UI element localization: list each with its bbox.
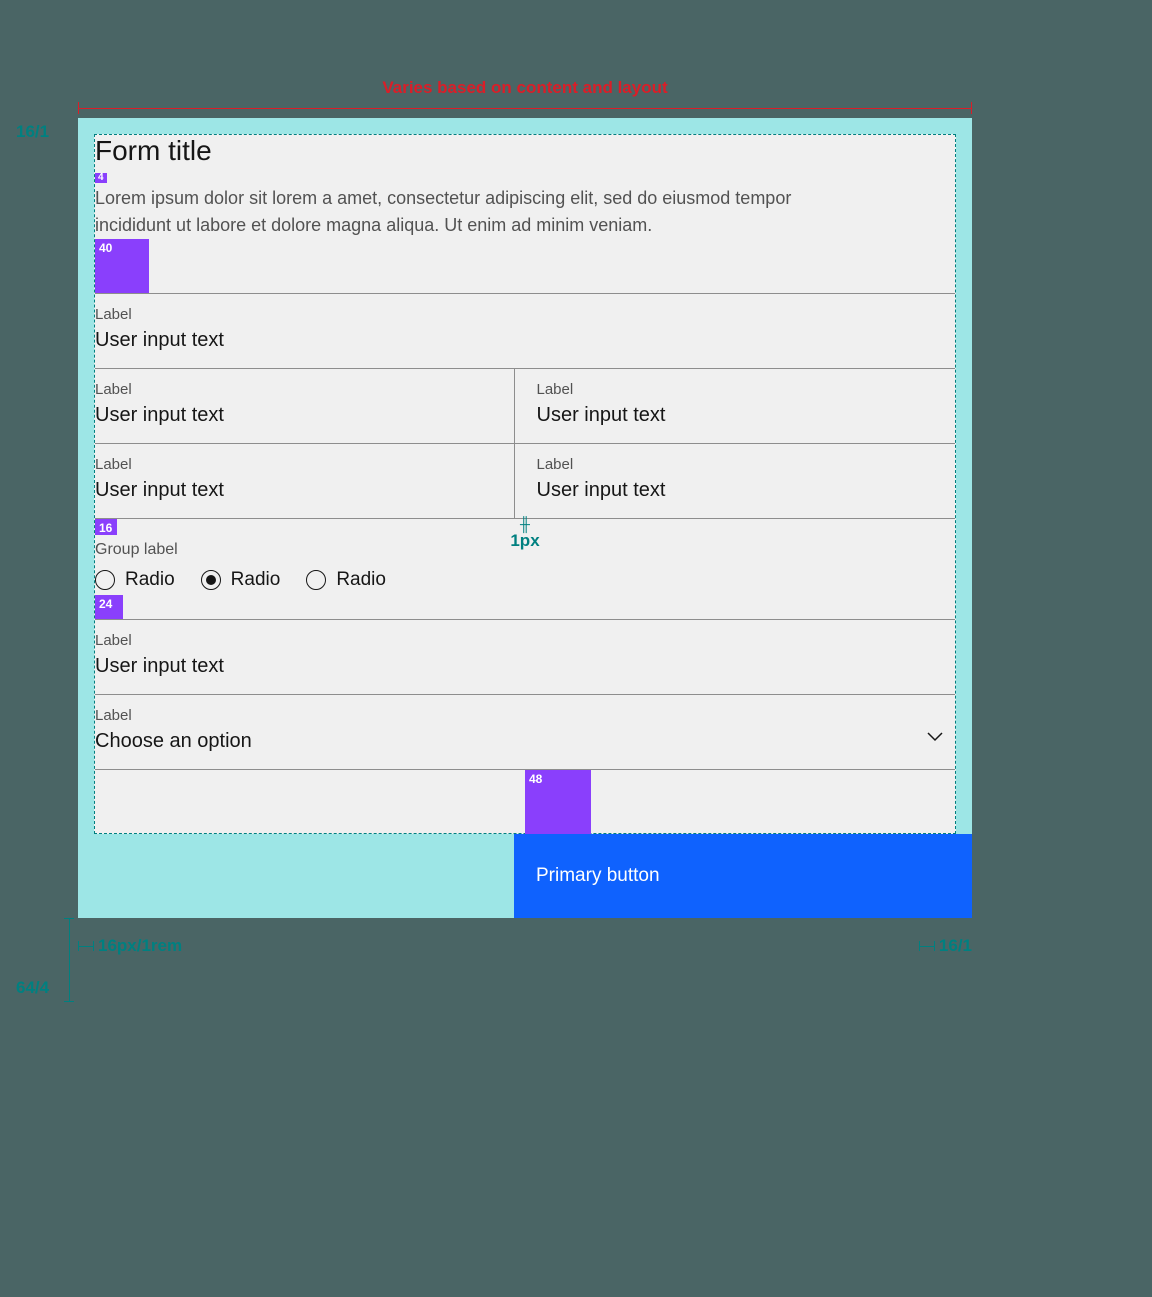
radio-option-1[interactable]: Radio: [95, 569, 175, 591]
width-annotation: Varies based on content and layout: [78, 78, 972, 98]
field-row-1: Label User input text: [95, 293, 955, 368]
form-outer-padding: Form title 4 Lorem ipsum dolor sit lorem…: [78, 118, 972, 918]
spacer-16: 16: [95, 519, 117, 535]
spacer-4: 4: [95, 173, 107, 183]
primary-button[interactable]: Primary button: [514, 834, 972, 918]
button-row-spacer: [78, 834, 514, 918]
spacer-48: 48: [525, 770, 591, 834]
field-label: Label: [95, 456, 498, 473]
spacer-48-label: 48: [529, 772, 542, 786]
padding-right-value: 16/1: [939, 936, 972, 956]
button-height-bracket: [64, 918, 74, 1002]
radio-group: 16 ╫ 1px Group label Radio Radio: [95, 518, 955, 619]
field-label: Label: [95, 381, 498, 398]
spacer-40-label: 40: [99, 241, 112, 255]
pre-button-spacer-row: 48: [95, 769, 955, 833]
radio-icon: [201, 570, 221, 590]
padding-left-annotation: 16px/1rem: [78, 936, 182, 956]
form-title: Form title: [95, 135, 955, 167]
radio-options: Radio Radio Radio: [95, 559, 955, 595]
field-label: Label: [95, 306, 939, 323]
padding-right-annotation: 16/1: [919, 936, 972, 956]
field-label: Label: [537, 381, 940, 398]
form-description: Lorem ipsum dolor sit lorem a amet, cons…: [95, 185, 815, 239]
spacer-40: 40: [95, 239, 149, 293]
hash-icon: ╫: [510, 517, 539, 531]
spacer-24: 24: [95, 595, 123, 619]
text-input[interactable]: User input text: [537, 404, 940, 427]
field-label: Label: [95, 707, 939, 724]
width-bracket: [78, 102, 972, 114]
field-row-3: Label User input text Label User input t…: [95, 443, 955, 518]
padding-left-value: 16px/1rem: [98, 936, 182, 956]
text-input[interactable]: User input text: [95, 329, 939, 352]
padding-top-annotation: 16/1: [16, 122, 49, 142]
primary-button-label: Primary button: [536, 865, 660, 887]
radio-icon: [95, 570, 115, 590]
select-input[interactable]: Choose an option: [95, 730, 939, 753]
radio-label: Radio: [336, 569, 386, 591]
form-header: Form title 4 Lorem ipsum dolor sit lorem…: [95, 135, 955, 293]
field-row-4: Label User input text: [95, 619, 955, 694]
button-row: Primary button: [78, 834, 972, 918]
form-content-area: Form title 4 Lorem ipsum dolor sit lorem…: [94, 134, 956, 834]
text-input[interactable]: User input text: [95, 479, 498, 502]
radio-icon: [306, 570, 326, 590]
text-input[interactable]: User input text: [95, 404, 498, 427]
text-input[interactable]: User input text: [95, 655, 939, 678]
column-gap-value: 1px: [510, 531, 539, 550]
spacer-16-label: 16: [99, 521, 112, 535]
spacer-24-label: 24: [99, 597, 112, 611]
field-label: Label: [95, 632, 939, 649]
field-label: Label: [537, 456, 940, 473]
radio-label: Radio: [231, 569, 281, 591]
radio-label: Radio: [125, 569, 175, 591]
radio-option-3[interactable]: Radio: [306, 569, 386, 591]
button-height-annotation: 64/4: [16, 978, 49, 998]
radio-option-2[interactable]: Radio: [201, 569, 281, 591]
field-row-2: Label User input text Label User input t…: [95, 368, 955, 443]
field-row-5: Label Choose an option: [95, 694, 955, 769]
text-input[interactable]: User input text: [537, 479, 940, 502]
column-gap-annotation: ╫ 1px: [510, 517, 539, 551]
chevron-down-icon: [927, 732, 943, 742]
